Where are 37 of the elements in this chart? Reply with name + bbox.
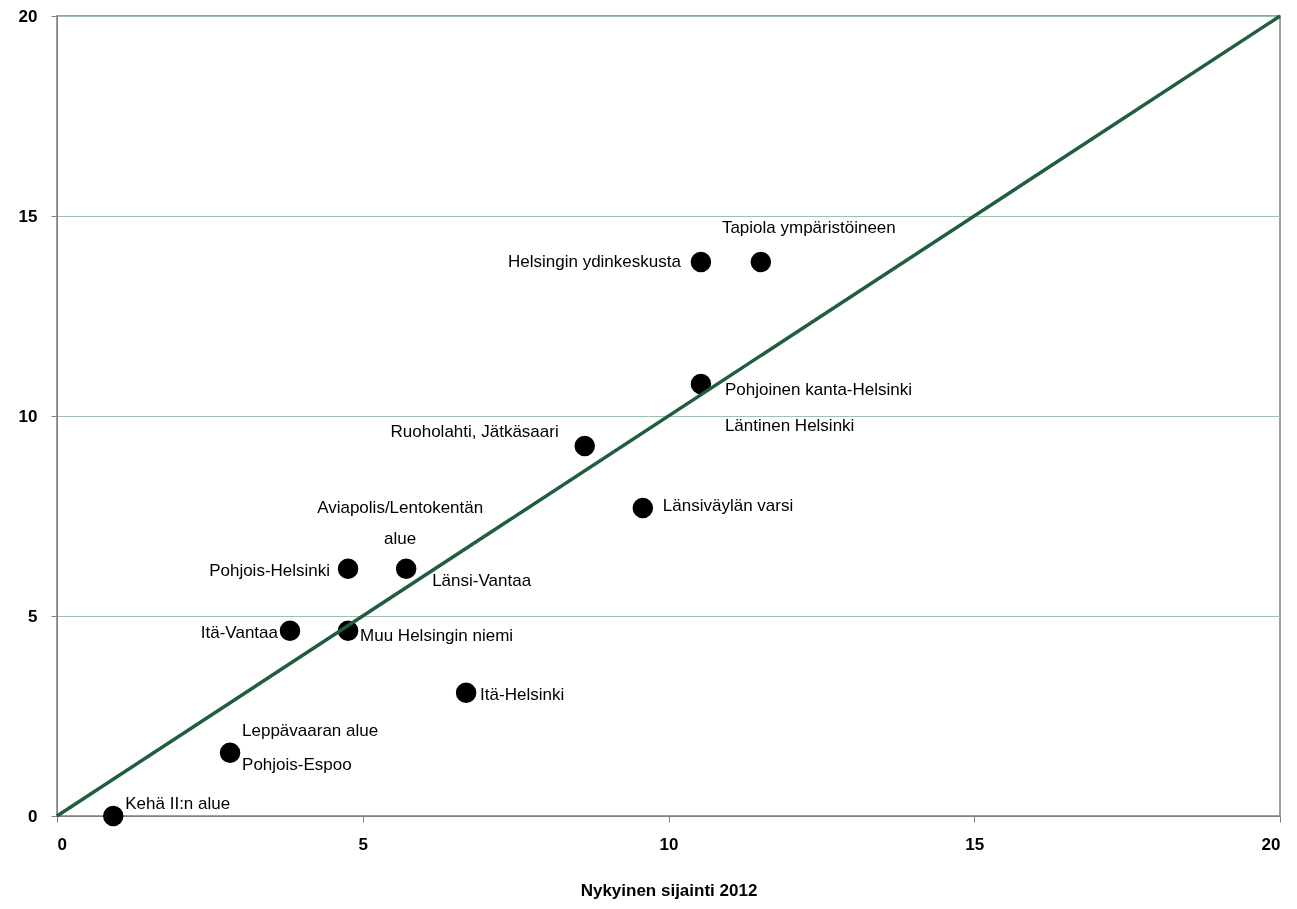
annotation: Muu Helsingin niemi — [360, 625, 514, 645]
annotation: Pohjois-Helsinki — [209, 560, 331, 580]
y-tick-label: 20 — [18, 6, 38, 26]
point — [574, 435, 595, 457]
annotation: Leppävaaran alue — [242, 720, 379, 740]
point — [632, 497, 654, 519]
y-tick-label: 0 — [28, 806, 38, 826]
x-tick-label: 10 — [659, 834, 679, 854]
x-tick-label: 20 — [1261, 834, 1281, 854]
x-tick-label: 0 — [57, 834, 67, 854]
y-tick-label: 10 — [18, 406, 38, 426]
x-tick-label: 5 — [358, 834, 368, 854]
y-tick-label: 15 — [18, 206, 38, 226]
point — [103, 805, 124, 827]
annotation: Itä-Helsinki — [480, 684, 565, 704]
point — [395, 558, 417, 580]
annotation: Helsingin ydinkeskusta — [507, 252, 682, 271]
annotation: Pohjois-Espoo — [242, 754, 352, 774]
annotation: Pohjoinen kanta-Helsinki — [724, 380, 913, 399]
point — [750, 251, 772, 273]
x-axis-title: Nykyinen sijainti 2012 — [580, 880, 758, 900]
point — [690, 251, 712, 273]
point — [279, 620, 301, 642]
annotation: Itä-Vantaa — [200, 622, 279, 642]
point — [337, 558, 359, 580]
annotation: Ruoholahti, Jätkäsaari — [390, 422, 559, 441]
point — [219, 742, 241, 764]
annotation: Kehä II:n alue — [125, 794, 231, 813]
annotation: Länsi-Vantaa — [432, 570, 532, 590]
annotation: Länsiväylän varsi — [662, 496, 794, 515]
annotation: Aviapolis/Lentokentän alue — [317, 497, 484, 548]
annotation: Läntinen Helsinki — [724, 416, 855, 435]
point — [455, 682, 477, 704]
x-tick-label: 15 — [965, 834, 985, 854]
point — [690, 373, 712, 395]
y-tick-label: 5 — [28, 606, 38, 626]
annotation: Tapiola ympäristöineen — [721, 218, 896, 237]
